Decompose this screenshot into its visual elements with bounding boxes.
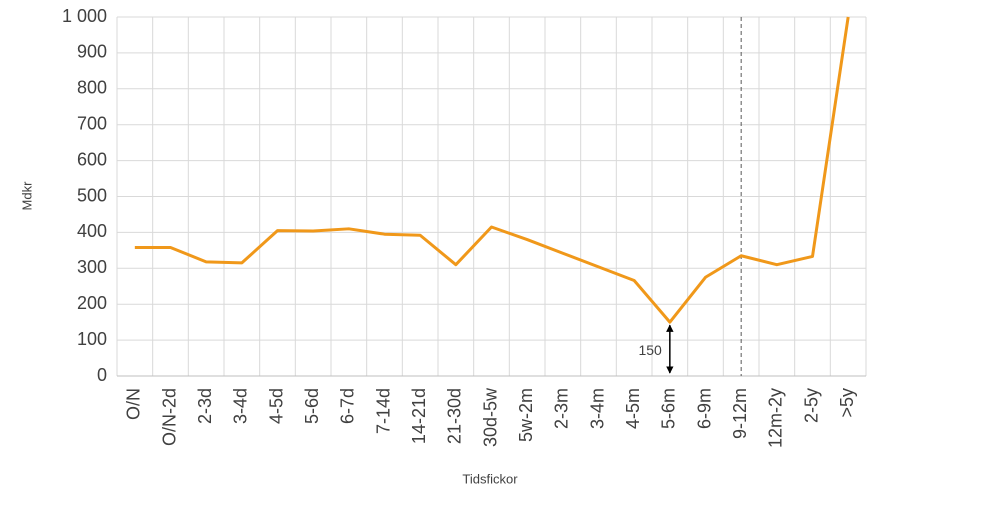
x-tick-label: 6-9m (694, 388, 714, 429)
y-tick-label: 0 (97, 365, 107, 385)
x-axis-title: Tidsfickor (462, 471, 518, 486)
x-tick-label: >5y (837, 388, 857, 418)
x-tick-label: 2-5y (801, 388, 821, 423)
x-tick-label: 14-21d (409, 388, 429, 444)
x-tick-label: 5-6d (302, 388, 322, 424)
x-tick-label: 5-6m (659, 388, 679, 429)
x-tick-label: 9-12m (730, 388, 750, 439)
annotation-label: 150 (638, 342, 662, 358)
x-tick-label: 6-7d (338, 388, 358, 424)
x-tick-label: 3-4d (231, 388, 251, 424)
x-tick-label: 30d-5w (480, 387, 500, 447)
y-tick-label: 800 (77, 78, 107, 98)
y-tick-label: 200 (77, 293, 107, 313)
y-tick-label: 100 (77, 329, 107, 349)
y-axis-title: Mdkr (19, 181, 34, 211)
x-tick-label: O/N-2d (159, 388, 179, 446)
x-tick-label: 7-14d (373, 388, 393, 434)
y-tick-label: 300 (77, 257, 107, 277)
y-tick-label: 500 (77, 185, 107, 205)
x-tick-label: 21-30d (445, 388, 465, 444)
y-tick-label: 1 000 (62, 6, 107, 26)
data-line (134, 16, 850, 324)
x-tick-label: 2-3m (552, 388, 572, 429)
x-tick-label: 2-3d (195, 388, 215, 424)
y-tick-label: 900 (77, 42, 107, 62)
y-tick-label: 600 (77, 149, 107, 169)
y-tick-label: 400 (77, 221, 107, 241)
x-tick-label: 5w-2m (516, 388, 536, 442)
x-tick-label: O/N (124, 388, 144, 420)
x-tick-label: 4-5m (623, 388, 643, 429)
x-tick-label: 12m-2y (766, 388, 786, 448)
x-tick-label: 3-4m (587, 388, 607, 429)
y-tick-label: 700 (77, 113, 107, 133)
x-tick-label: 4-5d (266, 388, 286, 424)
